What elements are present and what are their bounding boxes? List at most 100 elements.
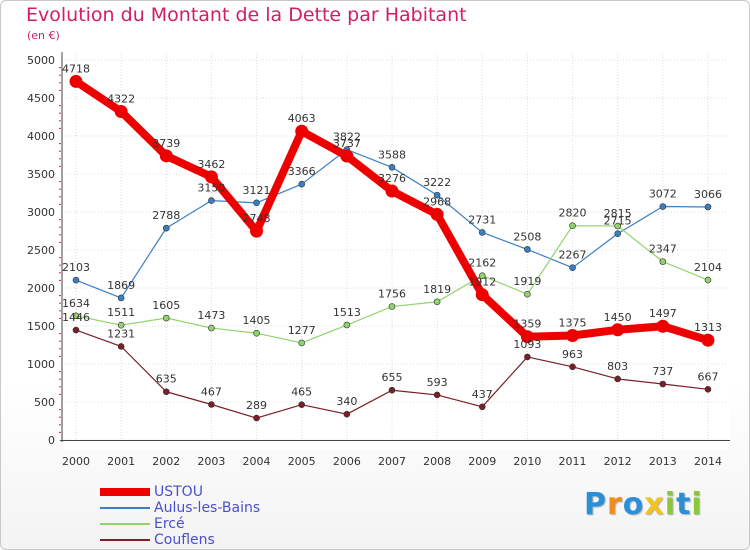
x-tick-label: 2002 <box>152 455 180 468</box>
y-tick-label: 2500 <box>27 244 55 257</box>
data-label: 803 <box>607 360 628 373</box>
data-point <box>72 276 80 284</box>
data-point <box>208 324 215 332</box>
data-label: 1446 <box>62 311 90 324</box>
data-label: 2715 <box>604 215 632 228</box>
data-label: 340 <box>336 395 357 408</box>
data-label: 667 <box>697 370 718 383</box>
data-label: 1231 <box>107 327 135 340</box>
x-tick-label: 2014 <box>694 455 722 468</box>
data-point <box>117 343 125 350</box>
data-label: 737 <box>652 365 673 378</box>
data-point <box>566 329 580 342</box>
data-point <box>117 294 125 302</box>
logo-letter: i <box>691 487 703 522</box>
data-point <box>520 330 534 344</box>
legend-label: Couflens <box>154 532 215 548</box>
data-label: 2731 <box>468 213 496 226</box>
legend-item: Aulus-les-Bains <box>100 500 260 516</box>
data-point <box>614 230 621 237</box>
data-point <box>611 323 625 337</box>
data-label: 1313 <box>694 321 722 334</box>
data-label: 1869 <box>107 279 135 292</box>
data-label: 3739 <box>152 137 180 150</box>
data-label: 1093 <box>513 338 541 351</box>
logo-letter: i <box>664 487 677 522</box>
data-point <box>388 164 396 171</box>
data-point <box>250 224 264 238</box>
data-label: 1819 <box>423 283 451 296</box>
x-tick-label: 2010 <box>513 455 541 468</box>
proxiti-logo: Proxiti <box>584 487 703 522</box>
data-point <box>478 229 486 236</box>
data-label: 1359 <box>513 318 541 331</box>
x-tick-label: 2003 <box>197 455 225 468</box>
data-label: 1513 <box>333 306 361 319</box>
data-point <box>298 180 306 188</box>
data-point <box>659 380 667 388</box>
data-point <box>162 224 170 232</box>
data-point <box>659 258 667 265</box>
data-point <box>298 401 306 408</box>
plot-area <box>64 50 730 450</box>
y-tick-label: 4500 <box>27 92 55 105</box>
data-label: 2815 <box>604 207 632 220</box>
data-label: 3737 <box>333 137 361 150</box>
data-point <box>569 222 576 229</box>
data-point <box>208 401 215 408</box>
data-label: 3588 <box>378 148 406 161</box>
logo-letter: t <box>676 487 692 522</box>
data-label: 3366 <box>288 165 316 178</box>
data-label: 3072 <box>649 188 677 201</box>
data-point <box>704 386 712 393</box>
data-label: 2162 <box>468 257 496 270</box>
data-point <box>253 329 260 337</box>
data-point <box>385 184 399 198</box>
data-label: 635 <box>156 373 177 386</box>
data-label: 465 <box>291 386 312 399</box>
x-tick-label: 2000 <box>62 455 90 468</box>
x-tick-label: 2005 <box>288 455 316 468</box>
data-point <box>117 321 125 329</box>
data-point <box>343 410 351 418</box>
data-label: 2788 <box>152 209 180 222</box>
x-tick-label: 2013 <box>649 455 677 468</box>
data-point <box>162 314 170 322</box>
chart-subtitle: (en €) <box>27 29 60 42</box>
y-tick-label: 2000 <box>27 282 55 295</box>
data-point <box>478 272 486 279</box>
data-point <box>340 149 354 163</box>
data-point <box>72 326 80 334</box>
logo-letter: x <box>644 487 665 522</box>
data-label: 2748 <box>243 212 271 225</box>
data-label: 3276 <box>378 172 406 185</box>
data-label: 4718 <box>62 62 90 75</box>
data-point <box>204 170 218 184</box>
x-tick-label: 2012 <box>604 455 632 468</box>
logo-letter: r <box>607 487 623 522</box>
data-label: 1497 <box>649 307 677 320</box>
data-point <box>701 333 715 347</box>
data-label: 2103 <box>62 261 90 274</box>
data-label: 1919 <box>513 275 541 288</box>
data-label: 655 <box>381 371 402 384</box>
data-point <box>388 303 396 310</box>
data-label: 4322 <box>107 93 135 106</box>
data-point <box>114 105 128 119</box>
data-point <box>569 363 576 371</box>
data-point <box>704 203 712 211</box>
data-label: 1912 <box>468 276 496 289</box>
legend-item: Ercé <box>100 516 260 532</box>
data-point <box>475 288 489 302</box>
data-label: 1511 <box>107 306 135 319</box>
data-point <box>253 414 260 422</box>
data-point <box>295 124 309 138</box>
data-point <box>524 353 531 361</box>
x-tick-label: 2004 <box>243 455 271 468</box>
data-label: 2347 <box>649 243 677 256</box>
data-point <box>569 264 576 272</box>
data-point <box>433 391 441 399</box>
x-tick-label: 2006 <box>333 455 361 468</box>
data-point <box>343 321 351 329</box>
data-label: 1450 <box>604 311 632 324</box>
